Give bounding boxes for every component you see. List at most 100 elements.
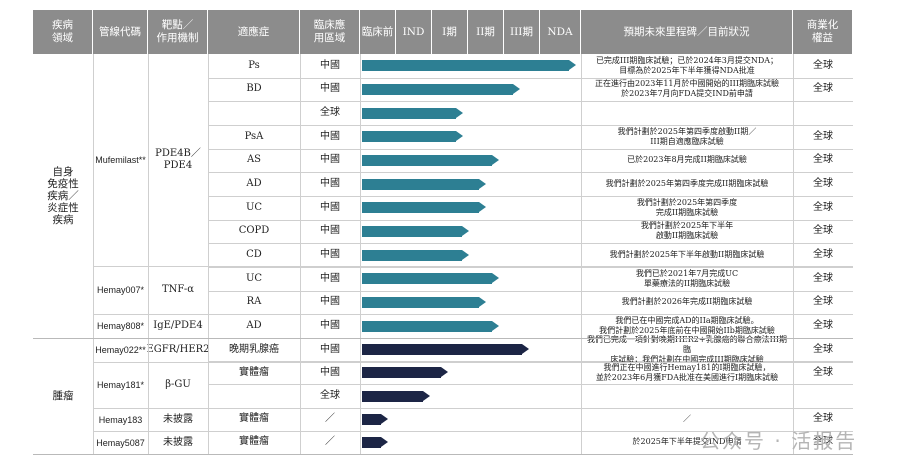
rights-cell: 全球 [813,343,833,355]
indication-cell: RA [246,296,262,308]
progress-bar [362,226,469,237]
milestone-cell: 我們計劃於2025年下半年 啟動II期臨床試驗 [640,221,734,241]
milestone-cell [581,384,793,407]
milestone-cell: 我們已完成一項針對晚期HER2+乳腺癌的聯合療法III期臨 床試驗；我們計劃在中… [586,334,788,364]
region-cell: 全球 [320,107,340,119]
progress-bar [362,202,487,214]
region-cell: 中國 [320,178,340,190]
target-ige: IgE/PDE4 [153,320,203,331]
progress-bar [362,155,499,166]
region-cell: 中國 [320,366,340,378]
indication-cell: BD [246,83,262,95]
milestone-cell: 我們已在中國完成AD的IIa期臨床試驗。 我們計劃於2025年底前在中國開始II… [599,316,775,336]
target-bgu: β-GU [165,379,191,390]
code-hemay007: Hemay007* [96,285,145,295]
progress-bar [362,273,499,285]
milestone-cell: 我們計劃於2025年第四季度 完成II期臨床試驗 [636,197,738,217]
rights-cell: 全球 [813,83,833,95]
milestone-cell: 我們計劃於2025年第四季度完成II期臨床試驗 [605,179,769,189]
rights-cell: 全球 [813,296,833,308]
progress-bar [362,320,499,332]
region-cell: ／ [325,413,335,425]
region-cell: 中國 [320,296,340,308]
code-hemay183: Hemay183 [98,414,143,425]
region-cell: 中國 [320,201,340,213]
region-cell: 中國 [320,272,340,284]
indication-cell: UC [245,272,263,284]
progress-bar [362,131,463,143]
region-cell: 中國 [320,154,340,166]
indication-cell: 實體瘤 [239,436,269,448]
indication-cell: 實體瘤 [239,413,269,425]
progress-bar [362,367,448,379]
rights-cell: 全球 [813,130,833,142]
rights-cell: 全球 [813,249,833,261]
progress-bar [362,344,529,356]
code-hemay5087: Hemay5087 [96,437,145,448]
progress-bar [362,436,388,448]
rights-cell: 全球 [813,366,833,378]
header-code: 管線代碼 [93,10,148,54]
milestone-cell: 我們計劃於2025年第四季度啟動II期／ III期自適應臨床試驗 [617,126,757,146]
header-indication: 適應症 [208,10,300,54]
code-hemay022: Hemay022** [95,345,146,355]
header-target: 靶點／ 作用機制 [148,10,208,54]
target-hemay183: 未披露 [163,413,193,425]
header-rights: 商業化 權益 [793,10,853,54]
rights-cell: 全球 [813,59,833,71]
region-cell: 中國 [320,343,340,355]
progress-bar [362,390,431,402]
rights-cell: 全球 [813,413,833,425]
progress-bar [362,413,388,425]
region-cell: 中國 [320,59,340,71]
progress-bar [362,107,463,119]
header-phase-2: II期 [468,10,504,54]
pipeline-table: 疾病 領域 管線代碼 靶點／ 作用機制 適應症 臨床應 用區域 臨床前 IND … [33,10,853,468]
milestone-cell: 正在進行由2023年11月於中國開始的III期臨床試驗 於2023年7月向FDA… [594,79,780,99]
header-phase-preclinical: 臨床前 [360,10,396,54]
milestone-cell: 於2025年下半年提交IND申請 [632,437,742,447]
region-cell: 中國 [320,249,340,261]
rights-cell: 全球 [813,272,833,284]
milestone-cell: 我們正在中國進行Hemay181的I期臨床試驗， 並於2023年6月獲FDA批准… [595,362,779,382]
rights-cell [793,384,853,407]
region-cell: 全球 [320,389,340,401]
milestone-cell: ／ [683,414,691,424]
target-tnf: TNF-α [161,284,195,295]
header-phase-1: I期 [432,10,468,54]
indication-cell: UC [245,201,263,213]
progress-bar [362,84,521,95]
milestone-cell: 已完成III期臨床試驗；已於2024年3月提交NDA； 目標為於2025年下半年… [595,55,779,75]
indication-cell: Ps [248,59,260,71]
progress-bar [362,297,487,308]
target-egfr: EGFR/HER2 [146,344,210,355]
rights-cell [793,101,853,125]
region-cell: 中國 [320,83,340,95]
target-pde4: PDE4B／ PDE4 [155,148,201,171]
progress-bar [362,60,576,72]
rights-cell: 全球 [813,225,833,237]
area-oncology: 腫瘤 [52,390,74,402]
indication-cell: AS [246,154,262,166]
indication-cell: CD [246,249,262,261]
milestone-cell: 我們計劃於2026年完成II期臨床試驗 [621,297,753,307]
milestone-cell [581,101,793,125]
region-cell: 中國 [320,320,340,332]
header-phase-3: III期 [504,10,540,54]
indication-cell: COPD [238,225,270,237]
rights-cell: 全球 [813,154,833,166]
progress-bar [362,178,487,190]
header-phase-ind: IND [396,10,432,54]
milestone-cell: 我們已於2021年7月完成UC 單藥療法的II期臨床試驗 [635,268,739,288]
progress-bar [362,249,469,261]
rights-cell: 全球 [813,436,833,448]
rights-cell: 全球 [813,320,833,332]
region-cell: ／ [325,436,335,448]
header-area: 疾病 領域 [33,10,93,54]
region-cell: 中國 [320,130,340,142]
header-region: 臨床應 用區域 [300,10,360,54]
watermark: 公众号 · 活报告 [700,429,858,453]
indication-cell: PsA [244,130,264,142]
code-hemay181: Hemay181* [96,380,145,390]
milestone-cell: 已於2023年8月完成II期臨床試驗 [627,155,747,165]
